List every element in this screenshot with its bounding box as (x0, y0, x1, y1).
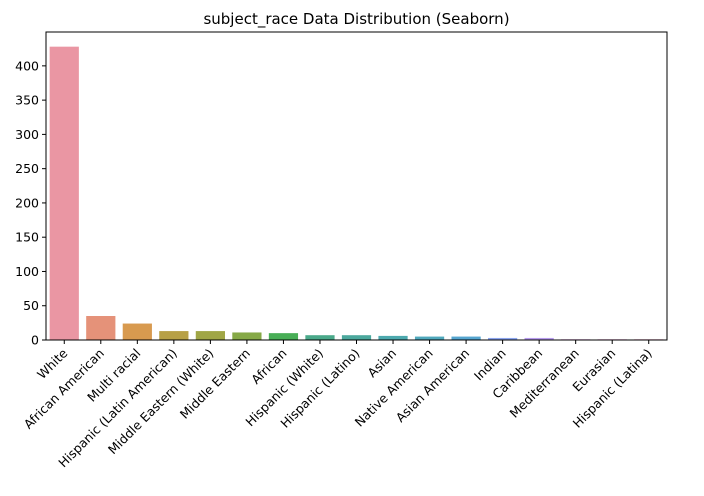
x-tick-label-9: Asian (364, 346, 399, 381)
bar-6 (268, 333, 299, 340)
bar-5 (232, 332, 262, 340)
y-tick-label-7: 350 (15, 93, 39, 108)
y-axis: 0 50 100 150 200 250 300 350 400 (15, 58, 46, 348)
y-tick-label-0: 0 (31, 333, 39, 348)
chart-title: subject_race Data Distribution (Seaborn) (203, 10, 509, 29)
bar-3 (159, 331, 189, 340)
bar-12 (488, 337, 518, 340)
bar-10 (414, 336, 445, 340)
bar-8 (341, 335, 372, 340)
y-tick-label-1: 50 (23, 298, 39, 313)
y-tick-label-2: 100 (15, 264, 39, 279)
y-tick-label-8: 400 (15, 58, 39, 73)
bar-1 (86, 316, 116, 340)
bar-4 (195, 331, 225, 340)
bars-group (49, 46, 664, 341)
bar-0 (49, 46, 79, 341)
y-tick-label-3: 150 (15, 230, 39, 245)
bar-7 (305, 335, 335, 340)
bar-2 (122, 323, 152, 340)
y-tick-label-4: 200 (15, 195, 39, 210)
bar-11 (451, 336, 481, 340)
bar-13 (524, 337, 554, 340)
bar-9 (378, 335, 408, 340)
y-tick-label-6: 300 (15, 127, 39, 142)
plot-frame (45, 31, 668, 341)
y-tick-label-5: 250 (15, 161, 39, 176)
